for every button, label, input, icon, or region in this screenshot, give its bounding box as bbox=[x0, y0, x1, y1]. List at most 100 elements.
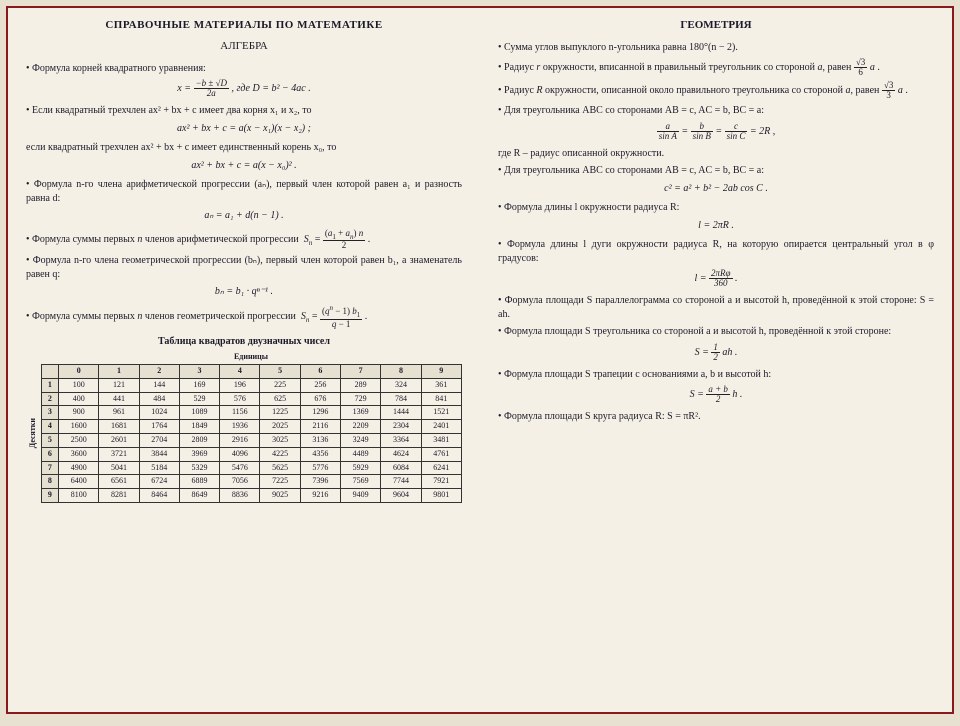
square-cell: 9409 bbox=[341, 489, 381, 503]
square-cell: 2304 bbox=[381, 420, 421, 434]
square-cell: 4489 bbox=[341, 447, 381, 461]
col-head: 6 bbox=[300, 365, 340, 379]
factoring-one-root-formula: ax² + bx + c = a(x − x₀)² . bbox=[26, 159, 462, 173]
tens-label: Десятки bbox=[26, 418, 41, 448]
square-cell: 8464 bbox=[139, 489, 179, 503]
square-cell: 5184 bbox=[139, 461, 179, 475]
geometry-heading: ГЕОМЕТРИЯ bbox=[498, 18, 934, 33]
row-head: 1 bbox=[41, 378, 58, 392]
law-sines-text: Для треугольника ABC со сторонами AB = c… bbox=[498, 104, 934, 118]
col-head: 8 bbox=[381, 365, 421, 379]
square-cell: 7396 bbox=[300, 475, 340, 489]
square-cell: 8649 bbox=[179, 489, 219, 503]
square-cell: 8100 bbox=[59, 489, 99, 503]
square-cell: 225 bbox=[260, 378, 300, 392]
square-cell: 3969 bbox=[179, 447, 219, 461]
arith-nth-text: Формула n-го члена арифметической прогре… bbox=[26, 178, 462, 205]
factoring-two-roots-formula: ax² + bx + c = a(x − x₁)(x − x₂) ; bbox=[26, 122, 462, 136]
square-cell: 5041 bbox=[99, 461, 139, 475]
square-cell: 1024 bbox=[139, 406, 179, 420]
square-cell: 7225 bbox=[260, 475, 300, 489]
circle-area: Формула площади S круга радиуса R: S = π… bbox=[498, 410, 934, 424]
square-cell: 441 bbox=[99, 392, 139, 406]
square-cell: 2209 bbox=[341, 420, 381, 434]
square-cell: 729 bbox=[341, 392, 381, 406]
square-cell: 5476 bbox=[220, 461, 260, 475]
polygon-angles: Сумма углов выпуклого n-угольника равна … bbox=[498, 41, 934, 55]
square-cell: 1444 bbox=[381, 406, 421, 420]
square-cell: 9604 bbox=[381, 489, 421, 503]
square-cell: 6561 bbox=[99, 475, 139, 489]
square-cell: 1521 bbox=[421, 406, 461, 420]
square-cell: 5625 bbox=[260, 461, 300, 475]
square-cell: 256 bbox=[300, 378, 340, 392]
square-cell: 5929 bbox=[341, 461, 381, 475]
square-cell: 7744 bbox=[381, 475, 421, 489]
square-cell: 3721 bbox=[99, 447, 139, 461]
squares-table-title: Таблица квадратов двузначных чисел bbox=[26, 335, 462, 349]
square-cell: 625 bbox=[260, 392, 300, 406]
square-cell: 4900 bbox=[59, 461, 99, 475]
square-cell: 4761 bbox=[421, 447, 461, 461]
square-cell: 1764 bbox=[139, 420, 179, 434]
square-cell: 2500 bbox=[59, 434, 99, 448]
square-cell: 324 bbox=[381, 378, 421, 392]
square-cell: 841 bbox=[421, 392, 461, 406]
square-cell: 900 bbox=[59, 406, 99, 420]
square-cell: 289 bbox=[341, 378, 381, 392]
square-cell: 144 bbox=[139, 378, 179, 392]
triangle-area-formula: S = 12 ah . bbox=[498, 343, 934, 362]
square-cell: 4356 bbox=[300, 447, 340, 461]
law-cosines-text: Для треугольника ABC со сторонами AB = c… bbox=[498, 164, 934, 178]
factoring-two-roots-text: Если квадратный трехчлен ax² + bx + c им… bbox=[26, 104, 462, 118]
square-cell: 4096 bbox=[220, 447, 260, 461]
square-cell: 4624 bbox=[381, 447, 421, 461]
square-cell: 9801 bbox=[421, 489, 461, 503]
row-head: 4 bbox=[41, 420, 58, 434]
arith-sum-text: Формула суммы первых n членов арифметиче… bbox=[26, 229, 462, 251]
square-cell: 6400 bbox=[59, 475, 99, 489]
arith-nth-formula: aₙ = a₁ + d(n − 1) . bbox=[26, 209, 462, 223]
row-head: 8 bbox=[41, 475, 58, 489]
geometry-column: ГЕОМЕТРИЯ Сумма углов выпуклого n-угольн… bbox=[480, 8, 952, 712]
square-cell: 169 bbox=[179, 378, 219, 392]
parallelogram-area: Формула площади S параллелограмма со сто… bbox=[498, 294, 934, 321]
square-cell: 2809 bbox=[179, 434, 219, 448]
square-cell: 484 bbox=[139, 392, 179, 406]
triangle-area-text: Формула площади S треугольника со сторон… bbox=[498, 325, 934, 339]
square-cell: 8281 bbox=[99, 489, 139, 503]
col-head: 3 bbox=[179, 365, 219, 379]
square-cell: 2916 bbox=[220, 434, 260, 448]
square-cell: 3844 bbox=[139, 447, 179, 461]
row-head: 9 bbox=[41, 489, 58, 503]
arc-length-formula: l = 2πRφ360 . bbox=[498, 269, 934, 288]
square-cell: 1225 bbox=[260, 406, 300, 420]
circumference-text: Формула длины l окружности радиуса R: bbox=[498, 201, 934, 215]
squares-table-wrap: Десятки 01234567891100121144169196225256… bbox=[26, 364, 462, 503]
trapezoid-area-formula: S = a + b2 h . bbox=[498, 385, 934, 404]
square-cell: 7056 bbox=[220, 475, 260, 489]
square-cell: 529 bbox=[179, 392, 219, 406]
square-cell: 1936 bbox=[220, 420, 260, 434]
col-head: 4 bbox=[220, 365, 260, 379]
law-sines-formula: asin A = bsin B = csin C = 2R , bbox=[498, 122, 934, 141]
arc-length-text: Формула длины l дуги окружности радиуса … bbox=[498, 238, 934, 265]
reference-sheet: СПРАВОЧНЫЕ МАТЕРИАЛЫ ПО МАТЕМАТИКЕ АЛГЕБ… bbox=[6, 6, 954, 714]
square-cell: 7569 bbox=[341, 475, 381, 489]
square-cell: 576 bbox=[220, 392, 260, 406]
square-cell: 784 bbox=[381, 392, 421, 406]
row-head: 3 bbox=[41, 406, 58, 420]
squares-table: 0123456789110012114416919622525628932436… bbox=[41, 364, 462, 503]
square-cell: 5776 bbox=[300, 461, 340, 475]
trapezoid-area-text: Формула площади S трапеции с основаниями… bbox=[498, 368, 934, 382]
algebra-column: СПРАВОЧНЫЕ МАТЕРИАЛЫ ПО МАТЕМАТИКЕ АЛГЕБ… bbox=[8, 8, 480, 712]
square-cell: 9025 bbox=[260, 489, 300, 503]
inscribed-radius-text: Радиус r окружности, вписанной в правиль… bbox=[498, 58, 934, 77]
square-cell: 3025 bbox=[260, 434, 300, 448]
square-cell: 2401 bbox=[421, 420, 461, 434]
geom-sum-text: Формула суммы первых n членов геометриче… bbox=[26, 305, 462, 329]
square-cell: 6724 bbox=[139, 475, 179, 489]
square-cell: 400 bbox=[59, 392, 99, 406]
circumscribed-radius-text: Радиус R окружности, описанной около пра… bbox=[498, 81, 934, 100]
law-sines-tail: где R – радиус описанной окружности. bbox=[498, 147, 934, 161]
